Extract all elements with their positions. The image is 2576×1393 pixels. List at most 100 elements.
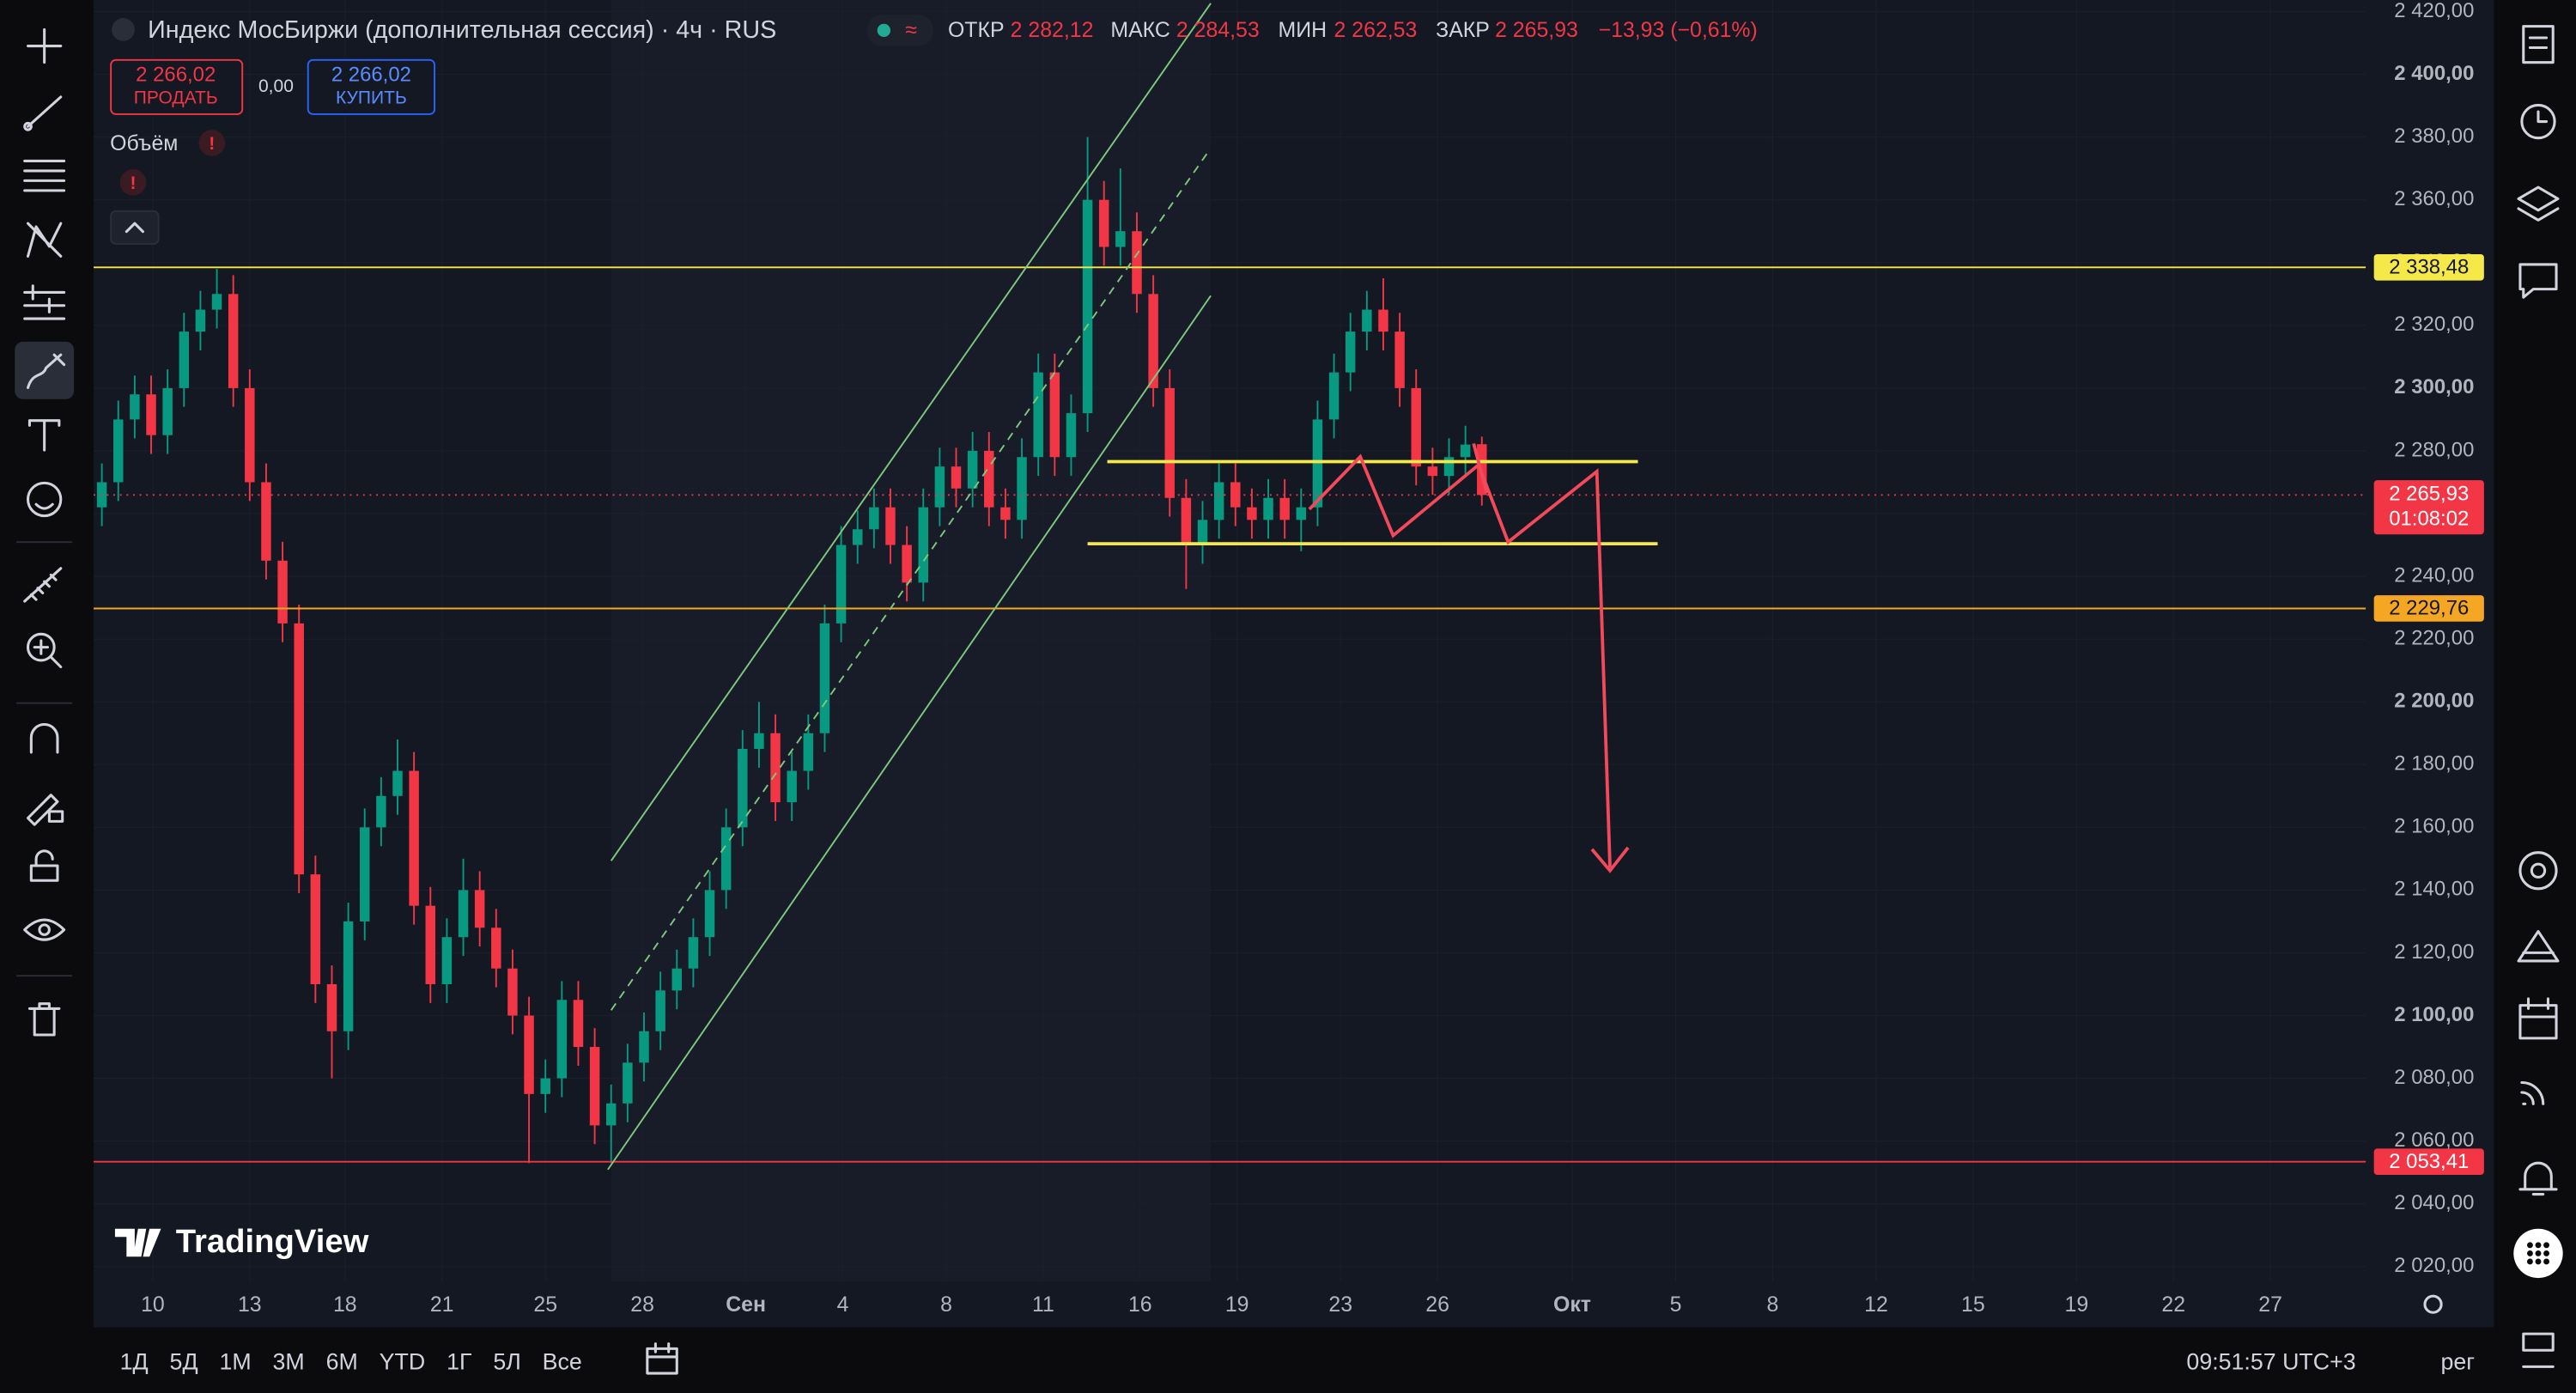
status-pill[interactable] (867, 15, 933, 46)
watchlist-icon[interactable] (2522, 25, 2555, 64)
apps-dots (2526, 1242, 2550, 1265)
plot: 2 020,00 2 040,00 2 060,00 2 080,00 2 100,00… (94, 0, 2484, 1317)
candle-body (228, 294, 239, 388)
logo-mark (114, 1228, 161, 1257)
candle-body (1247, 507, 1257, 520)
logo: TradingView (114, 1223, 369, 1260)
candle-body (162, 387, 173, 435)
notifications-icon[interactable] (2518, 1161, 2558, 1196)
calendar-icon[interactable] (2518, 997, 2558, 1040)
forecast-tick (1472, 442, 1489, 494)
range-button[interactable]: 1Д (120, 1349, 149, 1375)
tool-lock-draw[interactable] (26, 794, 64, 826)
level-label: 2 053,41 (2389, 1150, 2469, 1173)
x-tick-label: 23 (1328, 1293, 1352, 1317)
y-tick-label: 2 220,00 (2394, 626, 2474, 649)
tool-magnet[interactable] (29, 723, 59, 754)
candle-body (1197, 520, 1208, 545)
ohlc-value: 2 282,12 (1011, 18, 1094, 42)
tool-fib[interactable] (23, 159, 66, 192)
range-button[interactable]: Все (543, 1349, 582, 1375)
range-button[interactable]: 3М (273, 1349, 305, 1375)
candle-body (261, 482, 271, 561)
sell-button[interactable] (110, 58, 244, 115)
candle-body (458, 890, 469, 938)
candle-body (1098, 199, 1109, 247)
tool-cursor[interactable] (26, 27, 63, 64)
ohlc-value: 2 284,53 (1176, 18, 1260, 42)
tool-ruler[interactable] (23, 567, 63, 603)
candle-body (819, 623, 830, 733)
ohlc-label: ОТКР (948, 18, 1005, 42)
panel-icon[interactable] (2522, 1332, 2555, 1368)
candle-body (1263, 497, 1273, 520)
tool-emoji[interactable] (26, 481, 63, 518)
bottom-bg (87, 1330, 2498, 1393)
candle-body (885, 507, 896, 545)
candle-body (277, 560, 288, 624)
alerts-icon[interactable] (2520, 103, 2556, 140)
tool-forecast[interactable] (23, 284, 66, 320)
x-tick-label: 8 (940, 1293, 952, 1317)
x-tick-label: 28 (630, 1293, 654, 1317)
candle-body (1279, 497, 1290, 520)
candle-body (310, 874, 321, 984)
candle-body (507, 968, 518, 1016)
range-button[interactable]: 1М (219, 1349, 251, 1375)
stream-icon[interactable] (2520, 1080, 2545, 1105)
goto-date-icon[interactable] (646, 1342, 678, 1375)
indicator-name[interactable]: Объём (110, 131, 178, 155)
x-tick-label: 26 (1425, 1293, 1449, 1317)
tool-visibility[interactable] (23, 918, 66, 941)
warning-mark: ! (130, 173, 136, 193)
candle-body (1049, 372, 1060, 458)
range-button[interactable]: 1Г (447, 1349, 471, 1375)
symbol-title[interactable]: Индекс МосБиржи (дополнительная сессия) … (148, 16, 776, 44)
tool-zoom[interactable] (26, 632, 56, 662)
ohlc-label: МАКС (1110, 18, 1170, 42)
buy-label: КУПИТЬ (336, 88, 407, 107)
range-button[interactable]: 5Д (170, 1349, 198, 1375)
candle-body (1296, 507, 1307, 520)
candle-body (1328, 372, 1340, 420)
range-button[interactable]: YTD (380, 1349, 426, 1375)
indicator-warning[interactable] (198, 130, 226, 156)
y-tick-label: 2 240,00 (2394, 563, 2474, 587)
alerts-hands (2537, 110, 2549, 124)
settings-icon[interactable] (2423, 1294, 2443, 1314)
channel-upper (610, 3, 1212, 861)
candle-body (409, 770, 419, 906)
collapse-button[interactable] (110, 210, 160, 245)
y-tick-label: 2 160,00 (2394, 815, 2474, 838)
ohlc-label: МИН (1279, 18, 1327, 42)
buy-button[interactable] (307, 58, 436, 115)
tool-brush[interactable] (26, 353, 66, 389)
countdown: 01:08:02 (2389, 507, 2469, 530)
candle-body (1082, 199, 1093, 414)
indicator-warning[interactable] (119, 169, 147, 196)
range-button[interactable]: 6М (326, 1349, 358, 1375)
chat-icon[interactable] (2518, 263, 2558, 299)
candle-body (902, 544, 912, 583)
target-icon[interactable] (2518, 851, 2558, 891)
clock[interactable]: 09:51:57 UTC+3 (2186, 1349, 2355, 1375)
symbol-icon[interactable] (112, 18, 135, 41)
x-tick-label: 25 (533, 1293, 557, 1317)
x-tick-label: 16 (1128, 1293, 1152, 1317)
candle-body (1181, 497, 1192, 545)
candle-body (1312, 419, 1323, 508)
ideas-icon[interactable] (2517, 929, 2560, 963)
y-tick-label: 2 200,00 (2394, 690, 2474, 713)
tool-pattern[interactable] (26, 222, 63, 258)
x-tick-label: 5 (1670, 1293, 1682, 1317)
session[interactable]: рег (2440, 1349, 2475, 1375)
range-button[interactable]: 5Л (493, 1349, 520, 1375)
candle-body (1427, 466, 1438, 477)
warning-mark: ! (209, 134, 215, 154)
layers-icon[interactable] (2517, 186, 2560, 222)
tool-text[interactable] (27, 419, 61, 452)
tool-lock[interactable] (29, 849, 59, 882)
y-tick-label: 2 280,00 (2394, 438, 2474, 461)
tool-delete[interactable] (27, 1002, 61, 1037)
tool-trendline[interactable] (23, 95, 63, 131)
